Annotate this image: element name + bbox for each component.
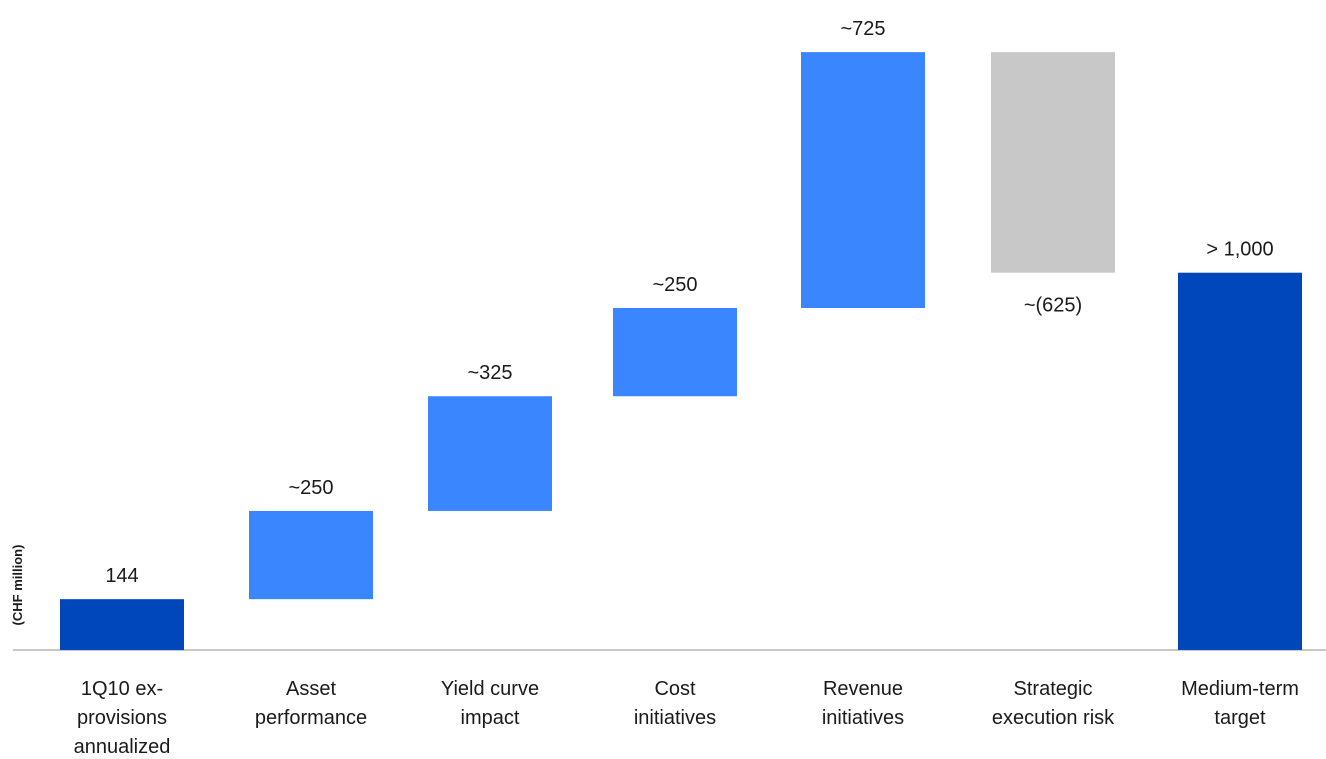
category-label-3-line-1: Yield curve [441,678,539,700]
bar-6 [991,52,1115,273]
category-label-6-line-2: execution risk [992,707,1115,729]
bars-group [60,52,1302,650]
bar-3 [428,396,552,511]
value-label-3: ~325 [467,362,512,384]
bar-2 [249,510,373,600]
category-label-5-line-2: initiatives [822,707,904,729]
value-label-7: > 1,000 [1206,239,1273,261]
bar-5 [801,52,925,308]
category-label-1-line-2: provisions [77,707,167,729]
category-label-3-line-2: impact [461,707,520,729]
value-labels-group: 144 ~250 ~325 ~250 ~725 ~(625) > 1,000 [105,18,1273,587]
value-label-6: ~(625) [1024,295,1082,317]
category-label-7-line-2: target [1214,707,1266,729]
category-label-2-line-2: performance [255,707,367,729]
category-label-5-line-1: Revenue [823,678,903,700]
category-label-1-line-3: annualized [74,736,171,758]
y-axis-unit-label: (CHF million) [10,545,25,626]
bar-7 [1178,272,1302,650]
category-label-4-line-2: initiatives [634,707,716,729]
bar-1 [60,599,184,650]
category-labels-group: 1Q10 ex-provisions annualized Asset perform… [74,678,1299,758]
category-label-6-line-1: Strategic [1014,678,1093,700]
bar-4 [613,308,737,397]
category-label-1-line-1: 1Q10 ex- [81,678,163,700]
category-label-4-line-1: Cost [654,678,696,700]
category-label-7-line-1: Medium-term [1181,678,1299,700]
category-label-2-line-1: Asset [286,678,336,700]
value-label-4: ~250 [652,274,697,296]
value-label-2: ~250 [288,477,333,499]
value-label-1: 144 [105,565,138,587]
value-label-5: ~725 [840,18,885,40]
